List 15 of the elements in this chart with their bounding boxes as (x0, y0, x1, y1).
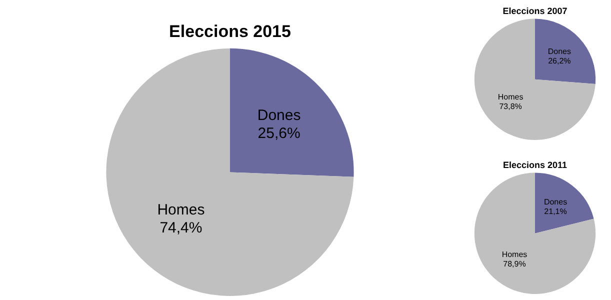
data-label: 25,6% (258, 125, 300, 142)
data-label: 26,2% (548, 56, 571, 66)
slice-label: Dones (544, 198, 568, 207)
data-label: 73,8% (499, 102, 522, 112)
slice-label: Homes (157, 202, 205, 219)
chart-title: Eleccions 2007 (502, 6, 568, 16)
chart-title: Eleccions 2011 (502, 160, 568, 170)
slice-label: Dones (257, 107, 301, 124)
data-label: 74,4% (160, 220, 202, 237)
data-label: 21,1% (544, 207, 567, 216)
chart-title: Eleccions 2015 (169, 22, 291, 41)
slice-label: Homes (498, 92, 524, 102)
slice-label: Dones (548, 47, 571, 56)
slice-label: Homes (502, 250, 528, 260)
data-label: 78,9% (503, 260, 526, 269)
